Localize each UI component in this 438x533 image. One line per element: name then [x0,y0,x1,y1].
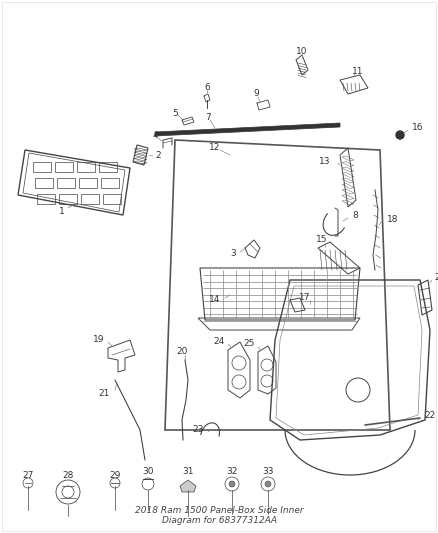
Circle shape [265,481,271,487]
Text: 18: 18 [387,214,399,223]
Text: 2: 2 [155,150,161,159]
Text: 32: 32 [226,467,238,477]
Text: 8: 8 [352,212,358,221]
Text: 27: 27 [22,472,34,481]
Text: 7: 7 [205,114,211,123]
Text: 6: 6 [204,83,210,92]
Text: 31: 31 [182,467,194,477]
Text: 29: 29 [110,472,121,481]
Text: 3: 3 [230,249,236,259]
Text: 16: 16 [412,124,424,133]
Text: 28: 28 [62,472,74,481]
Text: 12: 12 [209,143,221,152]
Circle shape [396,131,404,139]
Text: 11: 11 [352,67,364,76]
Text: 33: 33 [262,467,274,477]
Text: 30: 30 [142,467,154,477]
Text: 17: 17 [299,293,311,302]
Text: 15: 15 [316,236,328,245]
Text: 21: 21 [99,389,110,398]
Text: 23: 23 [193,425,204,434]
Polygon shape [155,123,340,136]
Text: 4: 4 [152,132,158,141]
Text: 24: 24 [214,336,225,345]
Text: 5: 5 [172,109,178,117]
Text: 14: 14 [208,295,220,304]
Text: 22: 22 [424,411,435,421]
Circle shape [229,481,235,487]
Text: 25: 25 [244,340,255,349]
Polygon shape [180,480,196,492]
Text: 20: 20 [177,348,188,357]
Text: 13: 13 [318,157,330,166]
Text: 1: 1 [59,206,65,215]
Text: 9: 9 [253,90,259,99]
Text: 19: 19 [92,335,104,344]
Text: 10: 10 [296,46,308,55]
Text: 26: 26 [434,273,438,282]
Text: 2018 Ram 1500 Panel-Box Side Inner
Diagram for 68377312AA: 2018 Ram 1500 Panel-Box Side Inner Diagr… [135,506,303,525]
